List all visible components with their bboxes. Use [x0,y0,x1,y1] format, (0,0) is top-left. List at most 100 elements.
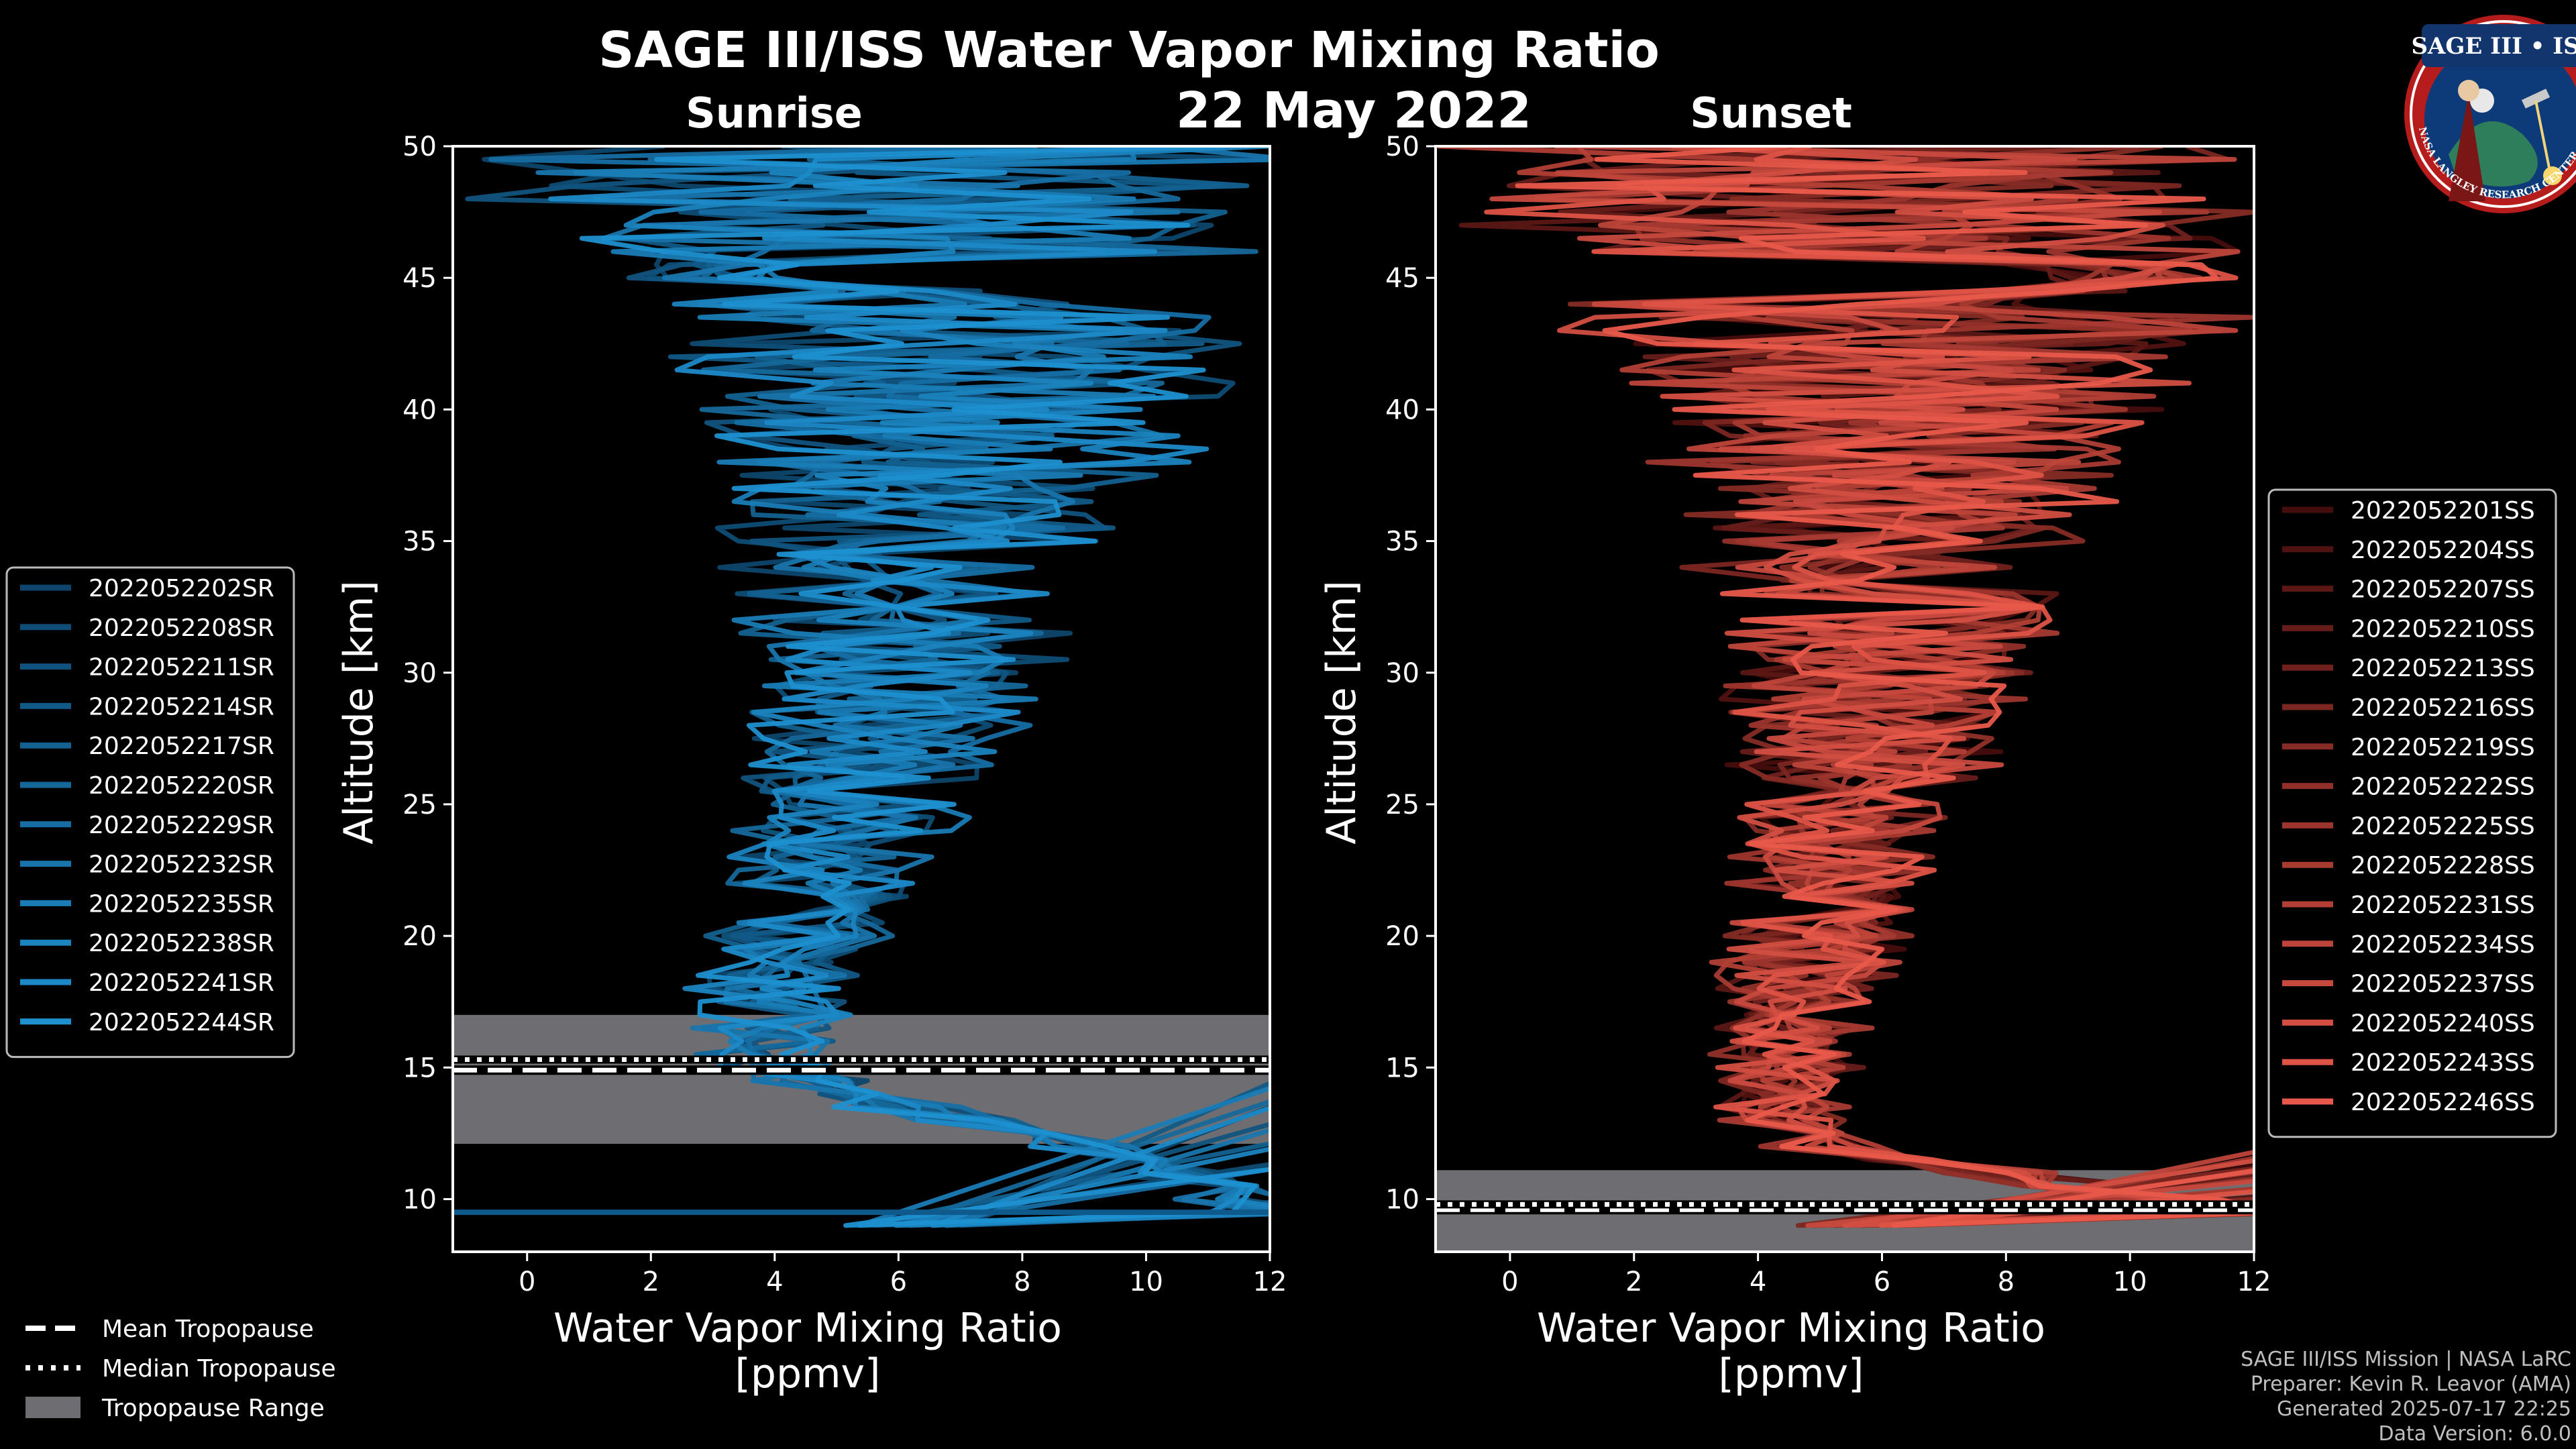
x-tick-label: 4 [1750,1267,1766,1297]
legend-entry-label: 2022052235SR [89,890,274,918]
credit-line: Data Version: 6.0.0 [2379,1422,2571,1446]
badge-figure-head-icon [2458,80,2479,101]
legend-entry-label: 2022052225SS [2351,812,2535,840]
tropopause-legend: Mean Tropopause Median Tropopause Tropopau… [25,1316,336,1422]
credit-line: SAGE III/ISS Mission | NASA LaRC [2241,1348,2571,1371]
legend-entry-label: 2022052244SR [89,1009,274,1036]
legend-tropopause-label: Tropopause Range [101,1395,325,1422]
badge-beam-icon [2534,100,2551,168]
x-axis-label: Water Vapor Mixing Ratio [553,1305,1062,1352]
legend-entry-label: 2022052228SS [2351,852,2535,879]
x-tick-label: 12 [1253,1267,1287,1297]
plot-frame [451,145,1271,1253]
y-tick-label: 15 [402,1053,437,1083]
legend-tropopause-label: Median Tropopause [102,1355,336,1383]
legend-entry-label: 2022052213SS [2351,655,2535,682]
y-tick-label: 35 [402,527,437,557]
legend-entry-label: 2022052246SS [2351,1089,2535,1116]
badge-iss-icon [2521,89,2551,109]
panel-title: Sunrise [686,89,863,138]
y-tick-label: 30 [402,658,437,689]
figure-title: SAGE III/ISS Water Vapor Mixing Ratio [598,21,1660,79]
legend-tropopause-range-swatch [25,1397,80,1418]
y-tick-label: 50 [402,131,437,162]
legend-entry-label: 2022052208SR [89,614,274,642]
x-tick-label: 6 [1874,1267,1890,1297]
y-axis-label: Altitude [km] [1318,580,1365,845]
x-tick-label: 2 [643,1267,659,1297]
y-tick-label: 30 [1385,658,1419,689]
y-tick-label: 20 [1385,921,1419,952]
legend-entry-label: 2022052216SS [2351,694,2535,722]
panel-title: Sunset [1690,89,1852,138]
y-tick-label: 40 [402,394,437,425]
legend-entry-label: 2022052214SR [89,693,274,720]
legend-entry-label: 2022052237SS [2351,971,2535,998]
sunrise-panel: 0 2 4 6 8 10 12 10 15 20 25 30 35 40 45 50 Sunrise Water … [335,89,1287,1397]
sunrise-legend: 2022052202SR 2022052208SR 2022052211SR 2022… [5,566,295,1059]
x-axis-unit-label: [ppmv] [735,1350,881,1397]
x-axis-label: Water Vapor Mixing Ratio [1537,1305,2045,1352]
legend-entry-label: 2022052219SS [2351,734,2535,761]
legend-frame [2267,488,2557,1138]
y-tick-label: 45 [1385,263,1419,294]
profile-line-2022052246SS [1515,146,2254,1228]
legend-tropopause-label: Mean Tropopause [102,1316,314,1343]
legend-entry-label: 2022052234SS [2351,931,2535,959]
y-tick-label: 35 [1385,527,1419,557]
y-tick-label: 20 [402,921,437,952]
badge-ring-outline [2410,20,2576,208]
x-tick-label: 0 [1501,1267,1518,1297]
badge-sun-icon [2543,166,2562,185]
legend-entry-label: 2022052231SS [2351,892,2535,919]
sunset-legend: 2022052201SS 2022052204SS 2022052207SS 2022… [2267,488,2557,1138]
legend-entry-label: 2022052222SS [2351,773,2535,801]
y-tick-label: 10 [402,1185,437,1216]
y-tick-label: 15 [1385,1053,1419,1083]
legend-entry-label: 2022052220SR [89,772,274,800]
badge-banner [2422,24,2576,67]
credit-line: Preparer: Kevin R. Leavor (AMA) [2251,1373,2571,1396]
x-tick-label: 4 [766,1267,783,1297]
legend-entry-label: 2022052229SR [89,812,274,839]
x-tick-label: 6 [890,1267,907,1297]
x-tick-label: 12 [2237,1267,2271,1297]
legend-entry-label: 2022052243SS [2351,1049,2535,1077]
x-tick-label: 10 [1129,1267,1163,1297]
legend-entry-label: 2022052201SS [2351,497,2535,525]
x-tick-label: 2 [1625,1267,1642,1297]
profile-lines [1438,146,2254,1228]
legend-entry-label: 2022052240SS [2351,1010,2535,1037]
sunset-panel: 0 2 4 6 8 10 12 10 15 20 25 30 35 40 45 50 Sunset Water V… [1318,89,2271,1397]
legend-entry-label: 2022052207SS [2351,576,2535,604]
badge-title: SAGE III • ISS [2411,33,2576,60]
y-tick-label: 45 [402,263,437,294]
legend-entry-label: 2022052211SR [89,654,274,682]
y-axis-label: Altitude [km] [335,580,382,845]
credit-line: Generated 2025-07-17 22:25 [2277,1397,2571,1421]
y-tick-label: 25 [1385,790,1419,820]
legend-entry-label: 2022052204SS [2351,537,2535,564]
plot-frame [1434,145,2255,1253]
x-tick-label: 8 [1014,1267,1030,1297]
legend-entry-label: 2022052241SR [89,969,274,997]
legend-entry-label: 2022052217SR [89,733,274,760]
y-tick-label: 40 [1385,394,1419,425]
profile-line-2022052243SS [1484,146,2254,1228]
y-tick-label: 25 [402,790,437,820]
legend-entry-label: 2022052232SR [89,851,274,879]
y-tick-label: 10 [1385,1185,1419,1216]
legend-frame [5,566,295,1059]
legend-entry-label: 2022052202SR [89,575,274,602]
x-tick-label: 10 [2113,1267,2147,1297]
credits-block: SAGE III/ISS Mission | NASA LaRC Prepare… [2241,1348,2571,1446]
legend-entry-label: 2022052238SR [89,930,274,957]
y-tick-label: 50 [1385,131,1419,162]
x-tick-label: 8 [1998,1267,2015,1297]
legend-entry-label: 2022052210SS [2351,615,2535,643]
badge-figure-icon [2449,94,2485,201]
x-tick-label: 0 [519,1267,535,1297]
x-axis-unit-label: [ppmv] [1719,1350,1864,1397]
figure-date: 22 May 2022 [1176,82,1532,140]
